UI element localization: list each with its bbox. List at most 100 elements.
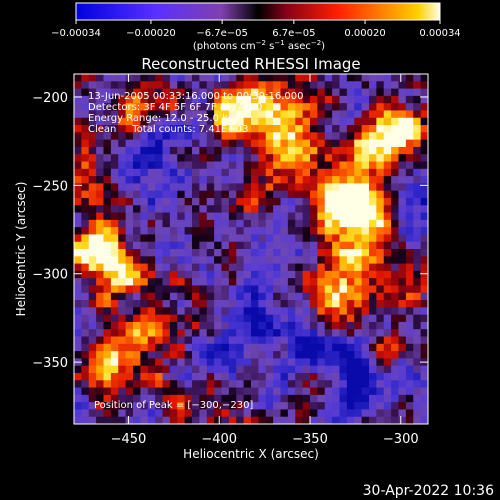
heatmap-pixel [339, 256, 348, 265]
heatmap-pixel [228, 351, 237, 359]
heatmap-pixel [206, 394, 215, 403]
heatmap-pixel [361, 168, 370, 177]
heatmap-pixel [169, 161, 178, 170]
heatmap-pixel [214, 321, 223, 330]
heatmap-pixel [369, 117, 377, 126]
heatmap-pixel [177, 176, 186, 184]
heatmap-pixel [302, 351, 311, 359]
heatmap-pixel [361, 329, 370, 338]
heatmap-pixel [96, 154, 105, 163]
heatmap-pixel [273, 117, 282, 126]
heatmap-pixel [103, 132, 112, 141]
heatmap-pixel [413, 351, 422, 359]
heatmap-pixel [243, 132, 252, 141]
heatmap-pixel [140, 161, 149, 170]
heatmap-pixel [317, 365, 326, 374]
heatmap-pixel [413, 285, 422, 294]
heatmap-pixel [118, 110, 127, 119]
heatmap-pixel [125, 103, 134, 112]
heatmap-pixel [251, 197, 259, 206]
heatmap-pixel [369, 139, 377, 148]
heatmap-pixel [287, 176, 296, 184]
heatmap-pixel [228, 234, 237, 243]
heatmap-pixel [192, 103, 200, 112]
heatmap-pixel [324, 285, 333, 294]
heatmap-pixel [295, 183, 304, 192]
heatmap-pixel [361, 372, 370, 381]
heatmap-pixel [324, 416, 333, 424]
heatmap-pixel [273, 146, 282, 155]
heatmap-pixel [413, 110, 422, 119]
heatmap-pixel [192, 263, 200, 272]
heatmap-pixel [369, 372, 377, 381]
heatmap-pixel [177, 314, 186, 323]
heatmap-pixel [354, 343, 363, 352]
heatmap-pixel [265, 125, 274, 133]
heatmap-pixel [177, 125, 186, 133]
heatmap-pixel [184, 161, 193, 170]
heatmap-pixel [243, 212, 252, 221]
heatmap-pixel [221, 117, 230, 126]
heatmap-pixel [391, 161, 400, 170]
heatmap-pixel [133, 278, 141, 287]
footer-timestamp: 30-Apr-2022 10:36 [363, 483, 494, 499]
heatmap-pixel [398, 183, 407, 192]
heatmap-pixel [273, 197, 282, 206]
heatmap-pixel [192, 154, 200, 163]
heatmap-pixel [74, 307, 82, 316]
heatmap-pixel [383, 146, 392, 155]
heatmap-pixel [405, 81, 414, 90]
heatmap-pixel [383, 372, 392, 381]
heatmap-pixel [221, 409, 230, 418]
heatmap-pixel [324, 314, 333, 323]
heatmap-pixel [413, 409, 422, 418]
heatmap-pixel [177, 197, 186, 206]
heatmap-pixel [398, 365, 407, 374]
heatmap-pixel [332, 336, 341, 345]
heatmap-pixel [88, 394, 97, 403]
heatmap-pixel [133, 161, 141, 170]
heatmap-pixel [420, 190, 428, 199]
heatmap-pixel [383, 205, 392, 214]
heatmap-pixel [383, 387, 392, 396]
chart-title: Reconstructed RHESSI Image [141, 55, 360, 73]
heatmap-pixel [110, 278, 119, 287]
heatmap-pixel [265, 139, 274, 148]
heatmap-pixel [391, 387, 400, 396]
heatmap-pixel [273, 227, 282, 236]
heatmap-pixel [88, 278, 97, 287]
heatmap-pixel [317, 103, 326, 112]
heatmap-pixel [214, 292, 223, 301]
colorbar-tick-label: −6.7e−05 [196, 28, 248, 39]
heatmap-pixel [199, 103, 208, 112]
heatmap-pixel [413, 74, 422, 82]
heatmap-pixel [258, 139, 267, 148]
heatmap-pixel [354, 270, 363, 279]
heatmap-pixel [110, 234, 119, 243]
heatmap-pixel [169, 110, 178, 119]
heatmap-pixel [273, 183, 282, 192]
heatmap-pixel [332, 241, 341, 250]
heatmap-pixel [236, 154, 245, 163]
heatmap-pixel [110, 365, 119, 374]
heatmap-pixel [332, 95, 341, 104]
heatmap-pixel [251, 168, 259, 177]
heatmap-pixel [81, 329, 90, 338]
heatmap-pixel [228, 117, 237, 126]
heatmap-pixel [339, 249, 348, 257]
heatmap-pixel [405, 161, 414, 170]
heatmap-pixel [413, 139, 422, 148]
heatmap-pixel [192, 351, 200, 359]
heatmap-pixel [125, 234, 134, 243]
heatmap-pixel [147, 176, 156, 184]
heatmap-pixel [74, 409, 82, 418]
heatmap-pixel [243, 278, 252, 287]
heatmap-pixel [236, 365, 245, 374]
heatmap-pixel [133, 285, 141, 294]
heatmap-pixel [147, 314, 156, 323]
heatmap-pixel [376, 110, 385, 119]
heatmap-pixel [339, 372, 348, 381]
heatmap-pixel [361, 103, 370, 112]
heatmap-pixel [125, 183, 134, 192]
heatmap-pixel [354, 365, 363, 374]
